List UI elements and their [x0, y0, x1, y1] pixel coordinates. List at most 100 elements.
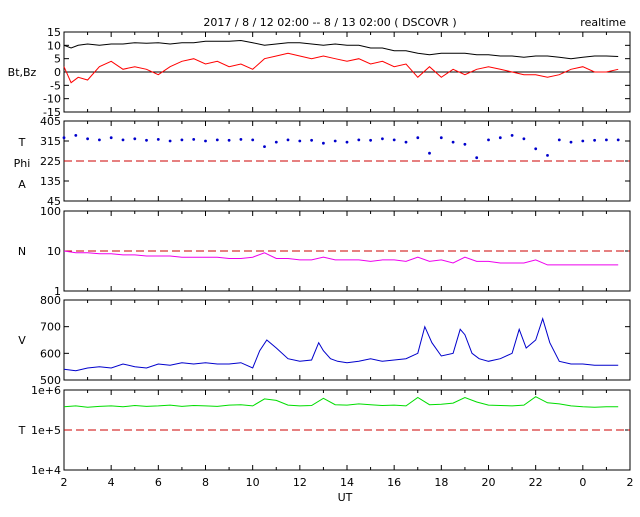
data-point-phi [251, 138, 255, 142]
panel-density: 100 10 1 N [18, 205, 631, 298]
data-point-phi [593, 138, 596, 142]
y-tick-label: 1e+5 [31, 424, 61, 437]
panel-temperature: 1e+6 1e+5 1e+4 T [18, 384, 631, 477]
chart-title: 2017 / 8 / 12 02:00 -- 8 / 13 02:00 ( DS… [203, 16, 456, 29]
y-tick-label: -5 [50, 79, 61, 92]
y-tick-label: -10 [43, 93, 61, 106]
y-axis-label: T [18, 424, 26, 437]
x-tick-label: 20 [482, 476, 496, 489]
y-tick-label: 700 [40, 321, 61, 334]
data-point-phi [522, 137, 526, 141]
x-axis-label: UT [338, 491, 353, 504]
data-point-phi [381, 137, 384, 141]
panel-angles: 405 315 225 135 45 T Phi A [14, 115, 631, 208]
data-point-phi [86, 137, 89, 141]
data-point-phi [428, 151, 431, 155]
y-axis-label: A [18, 178, 26, 191]
data-point-phi [392, 138, 396, 142]
data-point-phi [168, 139, 172, 143]
data-point-phi [357, 138, 361, 142]
data-point-phi [310, 138, 313, 142]
data-point-phi [274, 140, 278, 144]
data-point-phi [557, 138, 561, 142]
data-point-phi [333, 139, 337, 143]
y-tick-label: 15 [47, 26, 61, 39]
data-point-phi [322, 141, 325, 145]
data-point-phi [546, 154, 549, 157]
x-tick-label: 12 [293, 476, 307, 489]
y-axis-label: Phi [14, 157, 31, 170]
y-tick-label: 45 [47, 195, 61, 208]
y-tick-label: 1e+6 [31, 384, 61, 397]
data-point-phi [180, 138, 184, 142]
data-point-phi [74, 134, 78, 137]
y-tick-label: 1 [54, 285, 61, 298]
data-point-phi [369, 138, 372, 142]
y-tick-label: 100 [40, 205, 61, 218]
panel-speed: 800 700 600 500 V [18, 294, 631, 387]
series-line-n [63, 250, 619, 266]
y-axis-label: N [18, 245, 26, 258]
series-line-v [63, 317, 619, 372]
x-tick-label: 14 [340, 476, 354, 489]
data-point-phi [451, 140, 455, 144]
series-line-bt [63, 39, 619, 60]
data-point-phi [227, 138, 231, 142]
data-point-phi [286, 138, 290, 142]
y-tick-label: 10 [47, 245, 61, 258]
x-tick-label: 4 [108, 476, 115, 489]
data-point-phi [510, 134, 514, 137]
y-tick-label: 500 [40, 374, 61, 387]
data-point-phi [345, 140, 349, 144]
y-tick-label: 1e+4 [31, 464, 61, 477]
x-tick-label: 6 [155, 476, 162, 489]
data-point-phi [215, 138, 219, 142]
data-point-phi [109, 136, 113, 140]
x-tick-label: 10 [246, 476, 260, 489]
data-point-phi [404, 140, 408, 144]
y-tick-label: 135 [40, 175, 61, 188]
data-point-phi [605, 138, 608, 142]
panel-frame [63, 299, 631, 381]
data-point-phi [204, 139, 207, 143]
data-point-phi [239, 138, 243, 141]
x-tick-label: 18 [434, 476, 448, 489]
y-tick-label: 600 [40, 347, 61, 360]
series-line-bz [63, 52, 619, 84]
y-tick-label: 0 [54, 66, 61, 79]
y-tick-label: 10 [47, 39, 61, 52]
data-point-phi [569, 140, 573, 144]
data-point-phi [98, 138, 101, 142]
data-point-phi [145, 138, 148, 142]
y-axis-label: Bt,Bz [8, 66, 37, 79]
realtime-label: realtime [580, 16, 626, 29]
x-tick-label: 22 [529, 476, 543, 489]
data-point-phi [475, 156, 479, 160]
data-point-phi [121, 138, 125, 142]
y-tick-label: -15 [43, 106, 61, 119]
y-axis-label: V [18, 334, 26, 347]
data-point-phi [581, 139, 585, 143]
x-tick-label: 16 [387, 476, 401, 489]
y-tick-label: 225 [40, 155, 61, 168]
data-point-phi [463, 142, 467, 146]
y-tick-label: 800 [40, 294, 61, 307]
x-tick-label: 8 [202, 476, 209, 489]
data-point-phi [439, 136, 443, 140]
data-point-phi [133, 137, 137, 141]
data-point-phi [298, 139, 302, 143]
data-point-phi [498, 136, 502, 140]
y-axis-label: T [18, 136, 26, 149]
data-point-phi [263, 145, 266, 149]
y-tick-label: 5 [54, 53, 61, 66]
series-line-t [63, 396, 619, 408]
data-point-phi [62, 136, 66, 140]
data-point-phi [616, 138, 620, 142]
data-point-phi [487, 138, 490, 142]
data-point-phi [416, 136, 420, 140]
y-tick-label: 315 [40, 135, 61, 148]
y-tick-label: 405 [40, 115, 61, 128]
